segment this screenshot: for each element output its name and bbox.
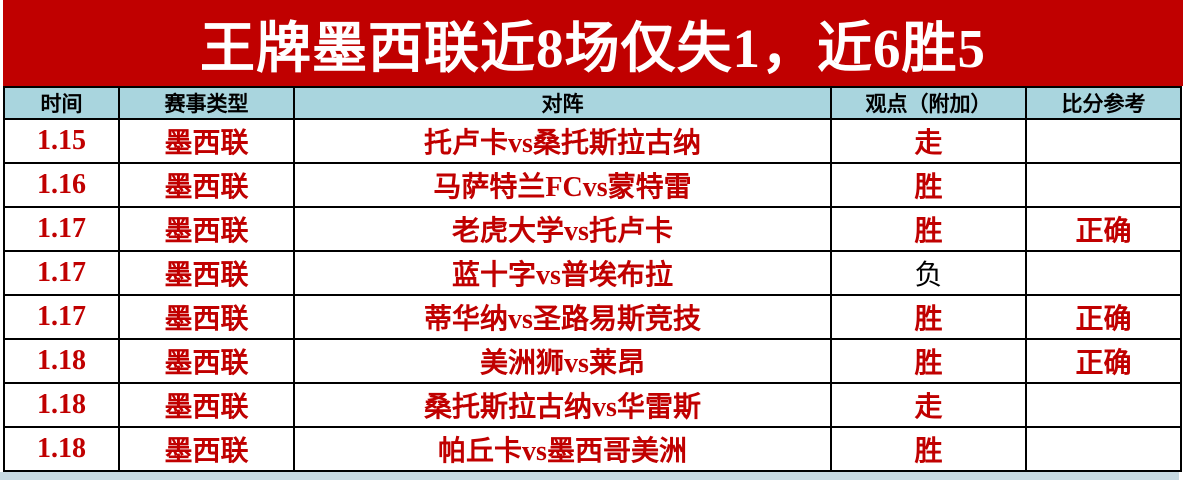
bottom-strip [0, 472, 1179, 480]
cell-opinion: 胜 [830, 294, 1027, 340]
cell-opinion: 胜 [830, 206, 1027, 252]
table-row: 1.18 墨西联 美洲狮vs莱昂 胜 正确 [3, 338, 1182, 384]
cell-match: 马萨特兰FCvs蒙特雷 [293, 162, 832, 208]
cell-result [1025, 118, 1182, 164]
cell-match: 托卢卡vs桑托斯拉古纳 [293, 118, 832, 164]
cell-league: 墨西联 [118, 250, 295, 296]
table-row: 1.15 墨西联 托卢卡vs桑托斯拉古纳 走 [3, 118, 1182, 164]
predictions-table: 时间 赛事类型 对阵 观点（附加） 比分参考 1.15 墨西联 托卢卡vs桑托斯… [3, 86, 1182, 472]
table-row: 1.17 墨西联 蓝十字vs普埃布拉 负 [3, 250, 1182, 296]
cell-date: 1.15 [3, 118, 120, 164]
header-opinion: 观点（附加） [830, 86, 1027, 120]
cell-date: 1.17 [3, 250, 120, 296]
table-row: 1.16 墨西联 马萨特兰FCvs蒙特雷 胜 [3, 162, 1182, 208]
header-time: 时间 [3, 86, 120, 120]
header-score-ref: 比分参考 [1025, 86, 1182, 120]
cell-date: 1.18 [3, 338, 120, 384]
cell-match: 蒂华纳vs圣路易斯竞技 [293, 294, 832, 340]
cell-opinion: 走 [830, 382, 1027, 428]
cell-opinion: 胜 [830, 426, 1027, 472]
cell-result [1025, 382, 1182, 428]
cell-match: 桑托斯拉古纳vs华雷斯 [293, 382, 832, 428]
table-row: 1.17 墨西联 老虎大学vs托卢卡 胜 正确 [3, 206, 1182, 252]
cell-match: 帕丘卡vs墨西哥美洲 [293, 426, 832, 472]
header-match: 对阵 [293, 86, 832, 120]
cell-match: 老虎大学vs托卢卡 [293, 206, 832, 252]
cell-date: 1.16 [3, 162, 120, 208]
cell-league: 墨西联 [118, 382, 295, 428]
cell-result [1025, 426, 1182, 472]
cell-opinion: 负 [830, 250, 1027, 296]
cell-date: 1.17 [3, 206, 120, 252]
cell-league: 墨西联 [118, 426, 295, 472]
cell-result: 正确 [1025, 294, 1182, 340]
cell-league: 墨西联 [118, 338, 295, 384]
cell-opinion: 走 [830, 118, 1027, 164]
cell-date: 1.18 [3, 382, 120, 428]
cell-date: 1.17 [3, 294, 120, 340]
cell-result: 正确 [1025, 206, 1182, 252]
table-row: 1.18 墨西联 桑托斯拉古纳vs华雷斯 走 [3, 382, 1182, 428]
cell-opinion: 胜 [830, 162, 1027, 208]
banner: 王牌墨西联近8场仅失1，近6胜5 [3, 0, 1183, 86]
cell-date: 1.18 [3, 426, 120, 472]
cell-league: 墨西联 [118, 118, 295, 164]
cell-league: 墨西联 [118, 294, 295, 340]
cell-match: 蓝十字vs普埃布拉 [293, 250, 832, 296]
header-league: 赛事类型 [118, 86, 295, 120]
cell-result [1025, 250, 1182, 296]
table-row: 1.17 墨西联 蒂华纳vs圣路易斯竞技 胜 正确 [3, 294, 1182, 340]
banner-title: 王牌墨西联近8场仅失1，近6胜5 [199, 18, 986, 79]
cell-league: 墨西联 [118, 162, 295, 208]
cell-opinion: 胜 [830, 338, 1027, 384]
cell-result [1025, 162, 1182, 208]
table-header-row: 时间 赛事类型 对阵 观点（附加） 比分参考 [3, 86, 1182, 120]
table-row: 1.18 墨西联 帕丘卡vs墨西哥美洲 胜 [3, 426, 1182, 472]
cell-result: 正确 [1025, 338, 1182, 384]
cell-match: 美洲狮vs莱昂 [293, 338, 832, 384]
cell-league: 墨西联 [118, 206, 295, 252]
